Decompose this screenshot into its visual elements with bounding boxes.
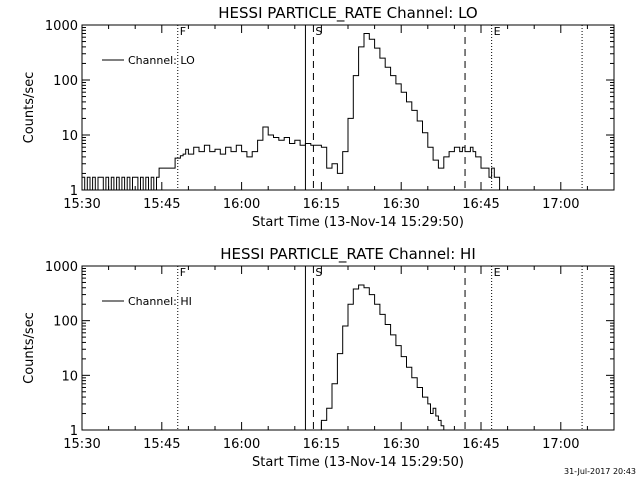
panel2-marker-label: F (180, 266, 186, 279)
panel1-series-line (82, 33, 588, 191)
panel1-marker-label: F (180, 25, 186, 38)
panel2-y-tick-label: 10 (61, 369, 78, 384)
panel1-y-tick-label: 1 (70, 184, 78, 199)
panel1-x-tick-label: 17:00 (542, 197, 579, 212)
panel2-x-axis-label: Start Time (13-Nov-14 15:29:50) (252, 455, 464, 470)
panel1-chart-title: HESSI PARTICLE_RATE Channel: LO (218, 4, 477, 23)
panel2-x-tick-label: 15:45 (143, 437, 180, 452)
panel1-y-tick-label: 10 (61, 129, 78, 144)
panel2-chart-title: HESSI PARTICLE_RATE Channel: HI (220, 245, 476, 264)
panel1-x-tick-label: 16:30 (382, 197, 419, 212)
panel2-x-tick-label: 16:45 (462, 437, 499, 452)
panel1-x-tick-label: 15:30 (63, 197, 100, 212)
panel1-x-tick-label: 16:15 (303, 197, 340, 212)
panel1-y-axis-label: Counts/sec (22, 72, 37, 144)
panel2-marker-label: S (315, 266, 322, 279)
panel2-legend-label: Channel: HI (128, 295, 192, 308)
panel2-plot-frame (81, 265, 615, 431)
panel1-x-axis-label: Start Time (13-Nov-14 15:29:50) (252, 215, 464, 230)
panel2-y-tick-label: 100 (53, 315, 78, 330)
panel1-y-tick-label: 1000 (45, 19, 78, 34)
panel2-marker-label: E (494, 266, 501, 279)
panel1-y-tick-label: 100 (53, 74, 78, 89)
panel1-marker-label: S (315, 25, 322, 38)
panel1-x-tick-label: 16:00 (223, 197, 260, 212)
panel1-plot-frame (81, 24, 615, 191)
panel2-x-tick-label: 16:30 (382, 437, 419, 452)
panel1-marker-label: E (494, 25, 501, 38)
panel2-y-axis-label: Counts/sec (22, 312, 37, 384)
panel2-x-tick-label: 16:00 (223, 437, 260, 452)
panel2-x-tick-label: 17:00 (542, 437, 579, 452)
footer-date: 31-Jul-2017 20:43 (563, 467, 636, 476)
panel2-x-tick-label: 16:15 (303, 437, 340, 452)
panel2-x-tick-label: 15:30 (63, 437, 100, 452)
panel1-x-tick-label: 15:45 (143, 197, 180, 212)
panel2-y-tick-label: 1 (70, 424, 78, 439)
panel2-series-line (316, 284, 445, 431)
panel1-legend-label: Channel: LO (128, 54, 195, 67)
panel1-x-tick-label: 16:45 (462, 197, 499, 212)
panel2-y-tick-label: 1000 (45, 260, 78, 275)
